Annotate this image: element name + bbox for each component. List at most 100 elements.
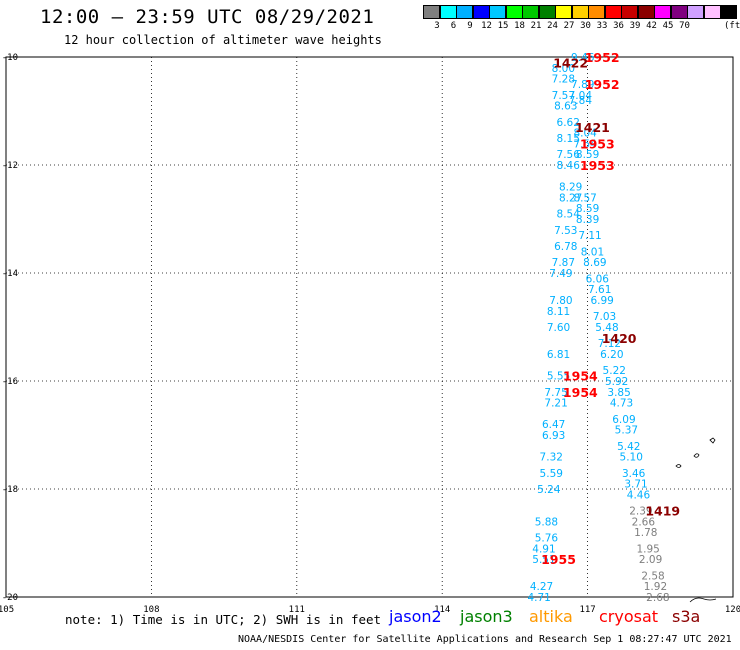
colorbar-tick-label: 3 [434, 21, 440, 31]
satellite-label-jason2: jason2 [389, 607, 442, 626]
satellite-label-cryosat: cryosat [599, 607, 659, 626]
y-tick-label: -14 [2, 269, 18, 279]
data-point-label: 1.92 [644, 581, 667, 593]
colorbar-tick-label: 45 [662, 21, 674, 31]
time-label: 1954 [563, 369, 598, 384]
time-label: 1421 [575, 120, 610, 135]
footer-note: note: 1) Time is in UTC; 2) SWH is in fe… [65, 612, 382, 627]
data-point-label: 8.29 [559, 182, 582, 194]
colorbar-tick-label: 70 [679, 21, 690, 31]
data-point-label: 8.69 [583, 257, 606, 269]
data-point-label: 6.09 [612, 414, 635, 426]
satellite-label-jason3: jason3 [460, 607, 513, 626]
data-point-label: 5.51 [532, 554, 555, 566]
time-label: 1954 [563, 385, 598, 400]
data-point-label: 6.78 [554, 241, 577, 253]
y-tick-label: -16 [2, 377, 18, 387]
time-label: 1422 [553, 55, 588, 70]
data-point-label: 5.10 [620, 452, 643, 464]
y-tick-label: -20 [2, 593, 18, 603]
x-tick-label: 108 [143, 605, 159, 615]
data-point-label: 8.01 [581, 246, 604, 258]
colorbar-tick-label: 42 [646, 21, 657, 31]
satellite-label-altika: altika [529, 607, 573, 626]
data-point-label: 8.63 [554, 101, 577, 113]
data-point-label: 7.61 [588, 284, 611, 296]
data-point-label: 7.60 [547, 322, 570, 334]
data-point-label: 4.91 [532, 543, 555, 555]
data-point-label: 7.75 [544, 387, 567, 399]
chart-title: 12:00 – 23:59 UTC 08/29/2021 [40, 6, 375, 28]
colorbar-tick-label: 33 [596, 21, 608, 31]
colorbar-tick-label: 21 [530, 21, 542, 31]
colorbar-tick-label: 30 [580, 21, 591, 31]
data-point-label: 7.84 [569, 95, 593, 107]
data-point-label: 4.71 [527, 592, 550, 604]
data-point-label: 5.88 [535, 516, 558, 528]
y-tick-label: -10 [2, 53, 18, 63]
data-point-label: 7.89 [571, 79, 594, 91]
data-point-label: 8.27 [559, 192, 582, 204]
time-label: 1955 [541, 552, 576, 567]
colorbar-tick-label: 6 [450, 21, 457, 31]
time-label: 1953 [580, 136, 615, 151]
colorbar-unit: (ft) [724, 21, 740, 31]
data-point-label: 2.68 [646, 592, 669, 604]
coastline [689, 597, 717, 603]
data-point-label: 5.24 [537, 484, 561, 496]
colorbar-tick-label: 27 [563, 21, 575, 31]
data-point-label: 7.54 [573, 138, 597, 150]
data-point-label: 7.53 [554, 225, 577, 237]
data-point-label: 8.59 [576, 149, 599, 161]
data-point-label: 7.21 [544, 398, 567, 410]
data-point-label: 5.59 [540, 468, 563, 480]
data-point-label: 3.71 [624, 479, 647, 491]
data-point-label: 8.15 [557, 133, 580, 145]
data-point-label: 7.28 [552, 74, 575, 86]
chart-subtitle: 12 hour collection of altimeter wave hei… [64, 33, 382, 47]
data-point-label: 5.55 [547, 371, 570, 383]
x-tick-label: 117 [579, 605, 595, 615]
data-point-label: 5.92 [605, 376, 628, 388]
data-point-label: 6.62 [557, 117, 580, 129]
colorbar-tick-label: 15 [497, 21, 509, 31]
data-point-label: 3.85 [607, 387, 630, 399]
data-point-label: 5.48 [595, 322, 618, 334]
data-point-label: 6.99 [590, 295, 613, 307]
data-point-label: 7.03 [593, 311, 616, 323]
data-point-label: 3.46 [622, 468, 646, 480]
data-point-label: 4.73 [610, 398, 633, 410]
time-label: 1952 [585, 50, 620, 65]
y-tick-label: -18 [2, 485, 18, 495]
data-point-label: 7.49 [549, 268, 572, 280]
time-label: 1953 [580, 158, 615, 173]
coastline-island [693, 453, 700, 458]
coastline-island [709, 437, 716, 444]
data-point-label: 8.11 [547, 306, 570, 318]
colorbar-tick-label: 36 [613, 21, 624, 31]
data-point-label: 4.46 [627, 489, 651, 501]
y-tick-label: -12 [2, 161, 18, 171]
colorbar-tick-label: 24 [547, 21, 558, 31]
colorbar-swatch [720, 5, 737, 19]
data-point-label: 8.54 [557, 209, 581, 221]
data-point-label: 2.39 [629, 506, 652, 518]
colorbar-tick-label: 9 [467, 21, 473, 31]
data-point-label: 6.06 [586, 273, 610, 285]
data-point-label: 7.32 [540, 452, 563, 464]
data-point-label: 7.56 [557, 149, 581, 161]
colorbar-tick-label: 18 [514, 21, 525, 31]
satellite-label-s3a: s3a [672, 607, 701, 626]
data-point-label: 7.11 [578, 230, 601, 242]
x-tick-label: 105 [0, 605, 14, 615]
x-tick-label: 111 [289, 605, 305, 615]
data-point-label: 8.04 [573, 128, 597, 140]
colorbar-tick-label: 39 [629, 21, 641, 31]
data-point-label: 6.47 [542, 419, 565, 431]
data-point-label: 8.39 [576, 214, 599, 226]
time-label: 1952 [585, 77, 620, 92]
x-tick-label: 120 [725, 605, 740, 615]
data-point-label: 2.58 [641, 570, 664, 582]
